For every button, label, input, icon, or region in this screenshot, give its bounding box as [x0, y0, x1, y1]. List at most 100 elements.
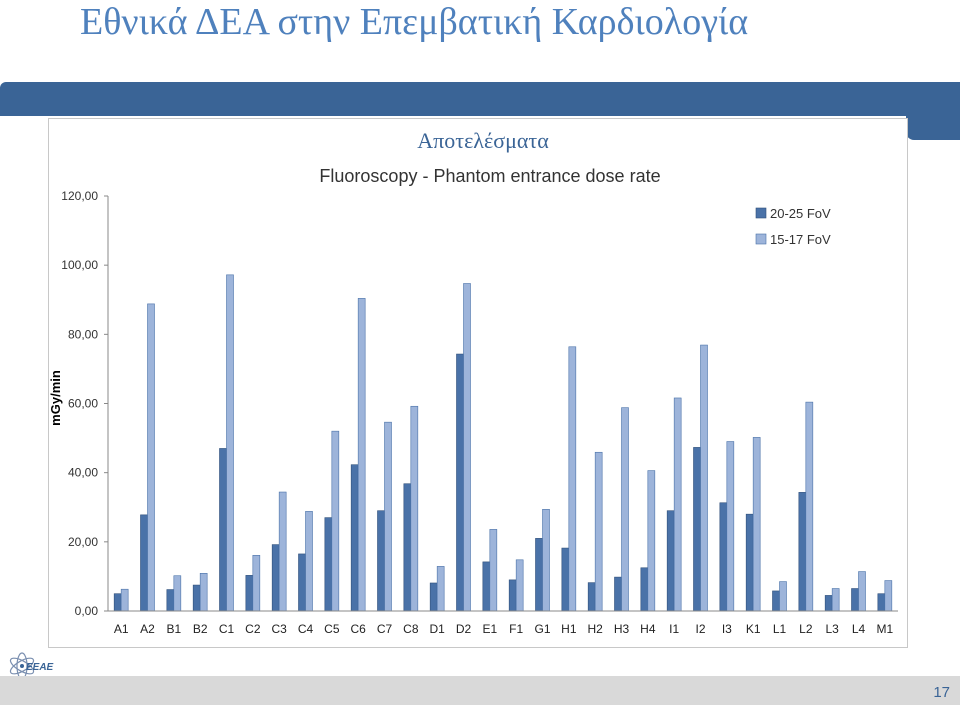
bar-series-1-H3: [614, 576, 622, 612]
x-tick-label: D1: [429, 622, 445, 636]
bar-series-2-C5: [331, 430, 340, 612]
x-tick-label: G1: [534, 622, 550, 636]
bar-series-2-L3: [831, 588, 840, 612]
x-tick-label: C3: [271, 622, 287, 636]
x-tick-label: L4: [852, 622, 866, 636]
bar-series-2-H3: [621, 407, 629, 612]
bar-series-1-C6: [350, 464, 359, 612]
svg-text:ΕΕΑΕ: ΕΕΑΕ: [26, 662, 54, 673]
bar-series-1-I3: [719, 502, 728, 612]
chart-subtitle: Fluoroscopy - Phantom entrance dose rate: [319, 166, 660, 186]
bar-series-1-D2: [456, 353, 464, 612]
bar-series-2-G1: [542, 509, 550, 612]
y-tick-label: 60,00: [68, 397, 98, 411]
y-tick-label: 100,00: [61, 258, 98, 272]
x-tick-label: C8: [403, 622, 419, 636]
bar-series-2-B2: [199, 573, 208, 612]
bar-series-2-M1: [884, 580, 893, 612]
bar-series-2-F1: [515, 559, 524, 612]
header-bar: [0, 82, 960, 116]
bar-series-2-L4: [858, 571, 866, 612]
x-tick-label: B1: [166, 622, 181, 636]
bar-series-1-C4: [298, 553, 306, 612]
bar-series-1-C2: [245, 575, 254, 612]
bar-series-1-K1: [745, 513, 754, 612]
chart-frame: [48, 118, 908, 648]
footer-bar: [0, 676, 960, 705]
bar-series-2-I2: [700, 344, 708, 612]
bar-series-2-C2: [252, 555, 261, 612]
eeae-logo: ΕΕΑΕ: [9, 652, 54, 680]
x-tick-label: M1: [876, 622, 893, 636]
bar-series-1-H1: [561, 547, 570, 612]
bar-series-1-C1: [219, 448, 227, 612]
bar-series-2-I1: [673, 397, 682, 612]
x-tick-label: B2: [193, 622, 208, 636]
x-tick-label: E1: [482, 622, 497, 636]
bar-series-1-I2: [693, 447, 701, 612]
x-tick-label: I3: [722, 622, 732, 636]
y-tick-label: 80,00: [68, 327, 98, 341]
bar-series-2-C3: [278, 491, 287, 612]
bar-series-1-L3: [824, 595, 833, 612]
x-tick-label: I2: [695, 622, 705, 636]
x-tick-label: H1: [561, 622, 577, 636]
x-tick-label: A2: [140, 622, 155, 636]
bar-series-1-A1: [113, 593, 122, 612]
x-tick-label: H2: [587, 622, 603, 636]
chart-title: Αποτελέσματα: [417, 128, 549, 153]
y-tick-label: 20,00: [68, 535, 98, 549]
bar-series-2-H4: [647, 470, 656, 612]
x-tick-label: D2: [456, 622, 472, 636]
bar-series-1-B2: [192, 584, 201, 612]
chart-legend: 20-25 FoV 15-17 FoV: [755, 206, 831, 247]
y-tick-label: 40,00: [68, 466, 98, 480]
x-tick-label: L2: [799, 622, 813, 636]
bar-series-1-F1: [508, 579, 517, 612]
x-tick-label: L1: [773, 622, 787, 636]
x-tick-label: I1: [669, 622, 679, 636]
bar-series-2-D1: [436, 566, 445, 612]
bar-series-2-A1: [120, 588, 129, 612]
bar-series-2-B1: [173, 575, 182, 612]
x-tick-label: C6: [350, 622, 366, 636]
bar-series-1-L4: [851, 588, 859, 612]
bar-series-1-L2: [798, 492, 807, 612]
legend-label-series-2: 15-17 FoV: [770, 232, 831, 247]
bar-series-1-B1: [166, 589, 175, 612]
bar-series-1-L1: [772, 590, 780, 612]
bar-series-1-A2: [140, 514, 148, 612]
x-tick-label: A1: [114, 622, 129, 636]
bar-series-2-C6: [357, 298, 366, 612]
y-tick-label: 0,00: [75, 604, 99, 618]
x-tick-label: C1: [219, 622, 235, 636]
bar-series-2-C4: [305, 511, 313, 612]
bar-series-1-C8: [403, 483, 412, 612]
slide-title: Εθνικά ΔΕΑ στην Επεμβατική Καρδιολογία: [80, 1, 749, 43]
x-tick-label: C4: [298, 622, 314, 636]
x-tick-label: K1: [746, 622, 761, 636]
bar-series-2-H1: [568, 346, 577, 612]
bar-series-2-L2: [805, 401, 814, 612]
bar-series-1-E1: [482, 561, 491, 612]
bar-series-2-C8: [410, 405, 419, 612]
y-tick-label: 120,00: [61, 189, 98, 203]
bar-series-1-M1: [877, 593, 886, 612]
header-bar-tab: [906, 82, 960, 140]
bar-series-2-K1: [752, 437, 761, 612]
bar-series-1-G1: [535, 538, 543, 612]
legend-swatch-series-1: [755, 207, 767, 219]
bar-series-2-E1: [489, 529, 498, 612]
bar-series-1-C7: [377, 510, 385, 612]
x-tick-label: C5: [324, 622, 340, 636]
bar-series-2-A2: [147, 303, 155, 612]
x-tick-label: F1: [509, 622, 523, 636]
bar-series-2-C7: [384, 421, 392, 612]
x-tick-label: H3: [614, 622, 630, 636]
bar-series-1-C5: [324, 517, 333, 612]
bar-series-2-C1: [226, 274, 234, 612]
y-axis-label: mGy/min: [48, 370, 63, 426]
bar-series-1-H4: [640, 567, 649, 612]
legend-swatch-series-2: [755, 233, 767, 245]
